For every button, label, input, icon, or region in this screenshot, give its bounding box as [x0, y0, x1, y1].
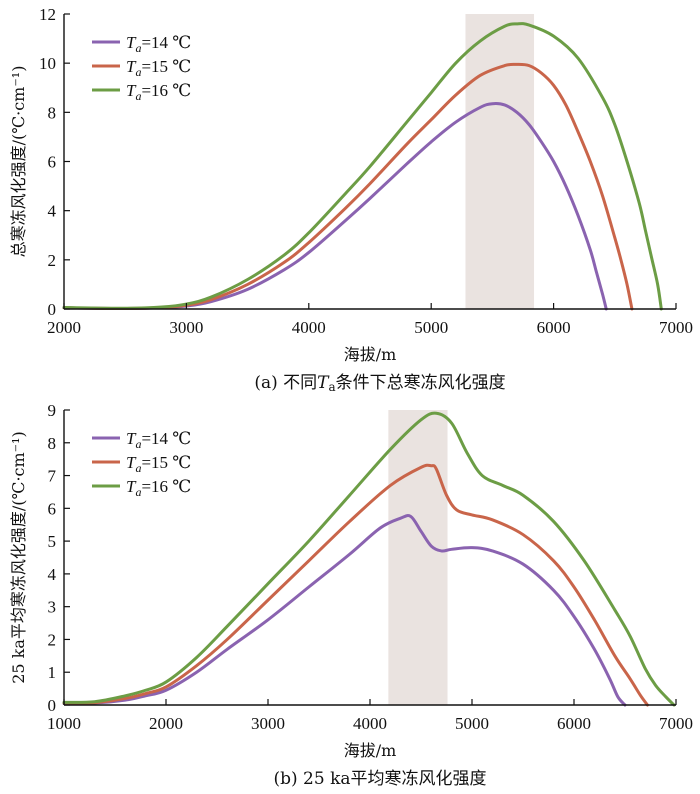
y-tick-label: 2 — [48, 251, 57, 270]
x-tick-label: 3000 — [251, 714, 285, 733]
y-tick-label: 7 — [48, 467, 57, 486]
panel-caption: (a) 不同Ta条件下总寒冻风化强度 — [254, 373, 505, 394]
x-tick-label: 6000 — [537, 318, 571, 337]
x-tick-label: 1000 — [47, 714, 81, 733]
y-tick-label: 6 — [48, 499, 57, 518]
y-tick-label: 1 — [48, 663, 57, 682]
y-tick-label: 2 — [48, 630, 57, 649]
y-tick-label: 3 — [48, 598, 57, 617]
highlight-band — [388, 410, 448, 705]
y-axis-label: 总寒冻风化强度/(℃·cm⁻¹) — [9, 66, 28, 258]
y-tick-label: 8 — [48, 103, 57, 122]
x-tick-label: 7000 — [659, 714, 693, 733]
panel-caption: (b) 25 ka平均寒冻风化强度 — [273, 769, 486, 789]
series-line-1 — [62, 102, 608, 311]
x-tick-label: 5000 — [414, 318, 448, 337]
x-tick-label: 2000 — [149, 714, 183, 733]
y-tick-label: 4 — [48, 565, 57, 584]
chart-panel-a: 2000 3000 4000 5000 6000 7000 0 2 4 6 8 10 12 海拔/m 总寒冻… — [9, 5, 693, 394]
y-tick-label: 0 — [48, 300, 57, 319]
x-axis-label: 海拔/m — [344, 345, 397, 364]
x-tick-label: 7000 — [659, 318, 693, 337]
y-tick-label: 9 — [48, 401, 57, 420]
legend-label-3: Ta=16 ℃ — [126, 477, 191, 499]
x-tick-label: 3000 — [169, 318, 203, 337]
chart-panel-b: 1000 2000 3000 4000 5000 6000 7000 0 1 2 3 4 5 6 7 8 9 海拔… — [9, 401, 693, 789]
y-tick-label: 0 — [48, 696, 57, 715]
legend-label-1: Ta=14 ℃ — [126, 33, 191, 55]
x-axis-label: 海拔/m — [344, 741, 397, 760]
legend-label-1: Ta=14 ℃ — [126, 429, 191, 451]
series-line-1 — [62, 514, 627, 707]
series-line-2 — [62, 463, 649, 707]
series-line-3 — [62, 411, 676, 707]
series-line-3 — [62, 22, 663, 311]
series-line-2 — [62, 62, 634, 311]
x-tick-label: 4000 — [353, 714, 387, 733]
legend-label-3: Ta=16 ℃ — [126, 81, 191, 103]
x-tick-label: 5000 — [455, 714, 489, 733]
x-tick-label: 6000 — [557, 714, 591, 733]
x-tick-label: 4000 — [292, 318, 326, 337]
y-tick-label: 4 — [48, 202, 57, 221]
y-tick-label: 12 — [39, 5, 56, 24]
x-tick-label: 2000 — [47, 318, 81, 337]
legend-label-2: Ta=15 ℃ — [126, 57, 191, 79]
highlight-band — [465, 14, 535, 309]
y-axis-label: 25 ka平均寒冻风化强度/(℃·cm⁻¹) — [9, 431, 28, 684]
y-tick-label: 6 — [48, 153, 57, 172]
y-tick-label: 8 — [48, 434, 57, 453]
legend-label-2: Ta=15 ℃ — [126, 453, 191, 475]
y-tick-label: 10 — [39, 54, 56, 73]
y-tick-label: 5 — [48, 532, 57, 551]
